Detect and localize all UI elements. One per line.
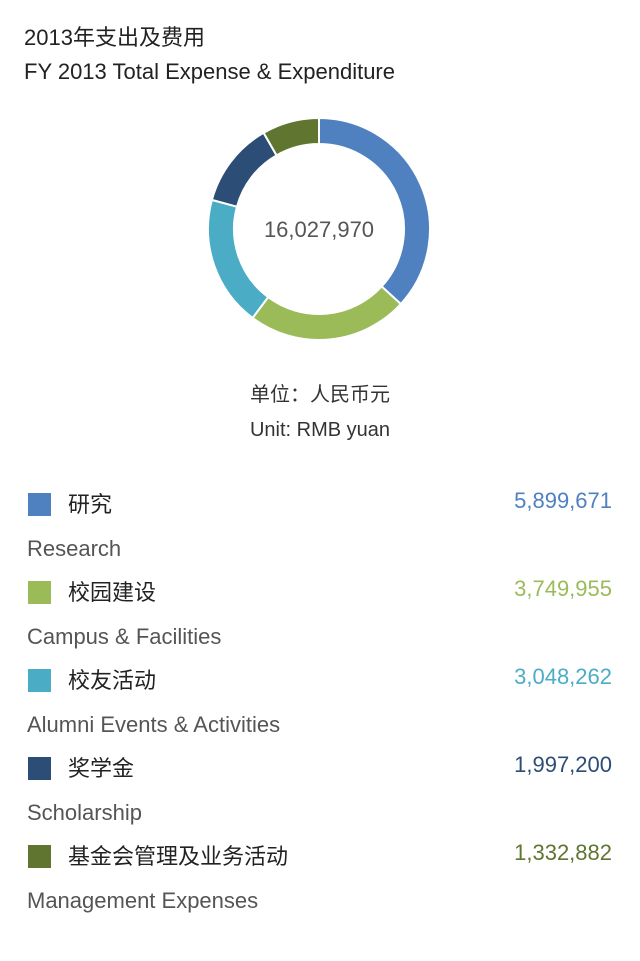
legend-label-cn: 研究 — [68, 492, 113, 517]
legend-value: 1,332,882 — [514, 840, 612, 865]
donut-slice-2 — [207, 198, 270, 320]
legend-label-en: Scholarship — [27, 800, 142, 825]
legend-swatch-research — [28, 493, 51, 516]
legend-label-en: Management Expenses — [27, 888, 259, 913]
legend-label-en: Research — [27, 536, 122, 561]
unit-label-cn: 单位：人民币元 — [250, 384, 390, 406]
chart-title-en: FY 2013 Total Expense & Expenditure — [24, 59, 395, 84]
legend-value: 3,048,262 — [514, 664, 612, 689]
donut-chart: 16,027,970 — [207, 116, 431, 341]
legend-swatch-campus — [28, 581, 51, 604]
legend-label-cn: 奖学金 — [68, 756, 135, 781]
legend-label-cn: 基金会管理及业务活动 — [68, 844, 289, 869]
donut-slice-4 — [262, 116, 320, 157]
legend-label-en: Campus & Facilities — [27, 624, 222, 649]
legend-label-en: Alumni Events & Activities — [27, 712, 281, 737]
legend-label-cn: 校园建设 — [68, 580, 157, 605]
donut-total-label: 16,027,970 — [264, 217, 374, 242]
unit-label-en: Unit: RMB yuan — [249, 419, 391, 441]
legend-item-research: 研究 5,899,671 Research — [26, 487, 616, 575]
legend-value: 3,749,955 — [514, 576, 612, 601]
donut-slice-0 — [318, 116, 431, 306]
legend: 研究 5,899,671 Research 校园建设 3,749,955 Cam… — [26, 487, 616, 927]
legend-item-alumni: 校友活动 3,048,262 Alumni Events & Activitie… — [26, 663, 616, 751]
legend-value: 5,899,671 — [514, 488, 612, 513]
donut-slice-1 — [251, 285, 403, 341]
legend-swatch-scholarship — [28, 757, 51, 780]
legend-label-cn: 校友活动 — [68, 668, 157, 693]
legend-item-scholarship: 奖学金 1,997,200 Scholarship — [26, 751, 616, 839]
donut-slice-3 — [210, 131, 278, 208]
legend-item-campus: 校园建设 3,749,955 Campus & Facilities — [26, 575, 616, 663]
legend-item-management: 基金会管理及业务活动 1,332,882 Management Expenses — [26, 839, 616, 927]
legend-value: 1,997,200 — [514, 752, 612, 777]
legend-swatch-management — [28, 845, 51, 868]
legend-swatch-alumni — [28, 669, 51, 692]
chart-title-cn: 2013年支出及费用 — [24, 25, 205, 50]
